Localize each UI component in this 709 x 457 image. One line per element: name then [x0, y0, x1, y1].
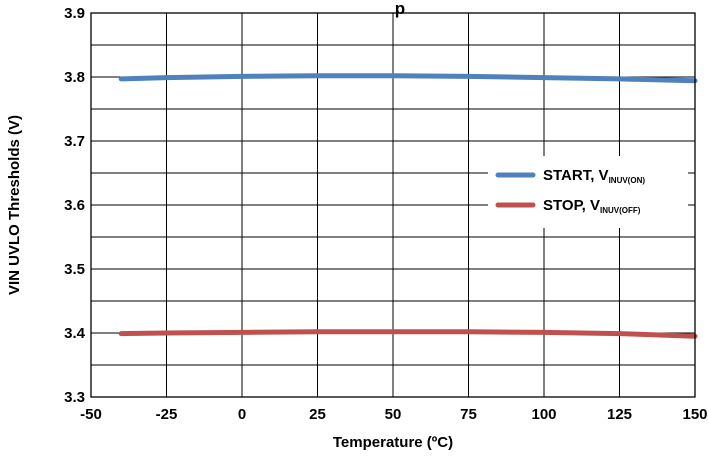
x-tick-label: -25 [156, 406, 178, 423]
legend: START, VINUV(ON) STOP, VINUV(OFF) [488, 156, 688, 228]
series-line [118, 73, 698, 84]
chart-title: p [395, 0, 405, 18]
x-tick-label: 0 [238, 406, 246, 423]
y-tick-labels: 3.3 3.4 3.5 3.6 3.7 3.8 3.9 [64, 5, 86, 406]
x-tick-label: 125 [607, 406, 632, 423]
legend-background [488, 156, 688, 228]
x-axis-title: Temperature (ºC) [333, 434, 453, 451]
legend-label: START, VINUV(ON) [543, 167, 645, 185]
x-tick-label: 75 [460, 406, 477, 423]
y-tick-label: 3.6 [64, 197, 85, 214]
series-line [118, 329, 698, 339]
y-tick-label: 3.9 [64, 5, 85, 22]
legend-label: STOP, VINUV(OFF) [543, 197, 641, 215]
x-tick-label: 150 [682, 406, 707, 423]
y-axis-title: VIN UVLO Thresholds (V) [6, 115, 23, 295]
x-tick-label: 50 [385, 406, 402, 423]
y-tick-label: 3.4 [64, 325, 86, 342]
x-tick-labels: -50 -25 0 25 50 75 100 125 150 [80, 406, 707, 423]
x-tick-label: 25 [309, 406, 326, 423]
plot-area-border [90, 12, 696, 398]
x-tick-label: 100 [531, 406, 556, 423]
series-lines [118, 73, 698, 339]
y-tick-label: 3.8 [64, 69, 85, 86]
y-tick-label: 3.5 [64, 261, 85, 278]
y-tick-label: 3.7 [64, 133, 85, 150]
y-tick-label: 3.3 [64, 389, 85, 406]
x-tick-label: -50 [80, 406, 102, 423]
